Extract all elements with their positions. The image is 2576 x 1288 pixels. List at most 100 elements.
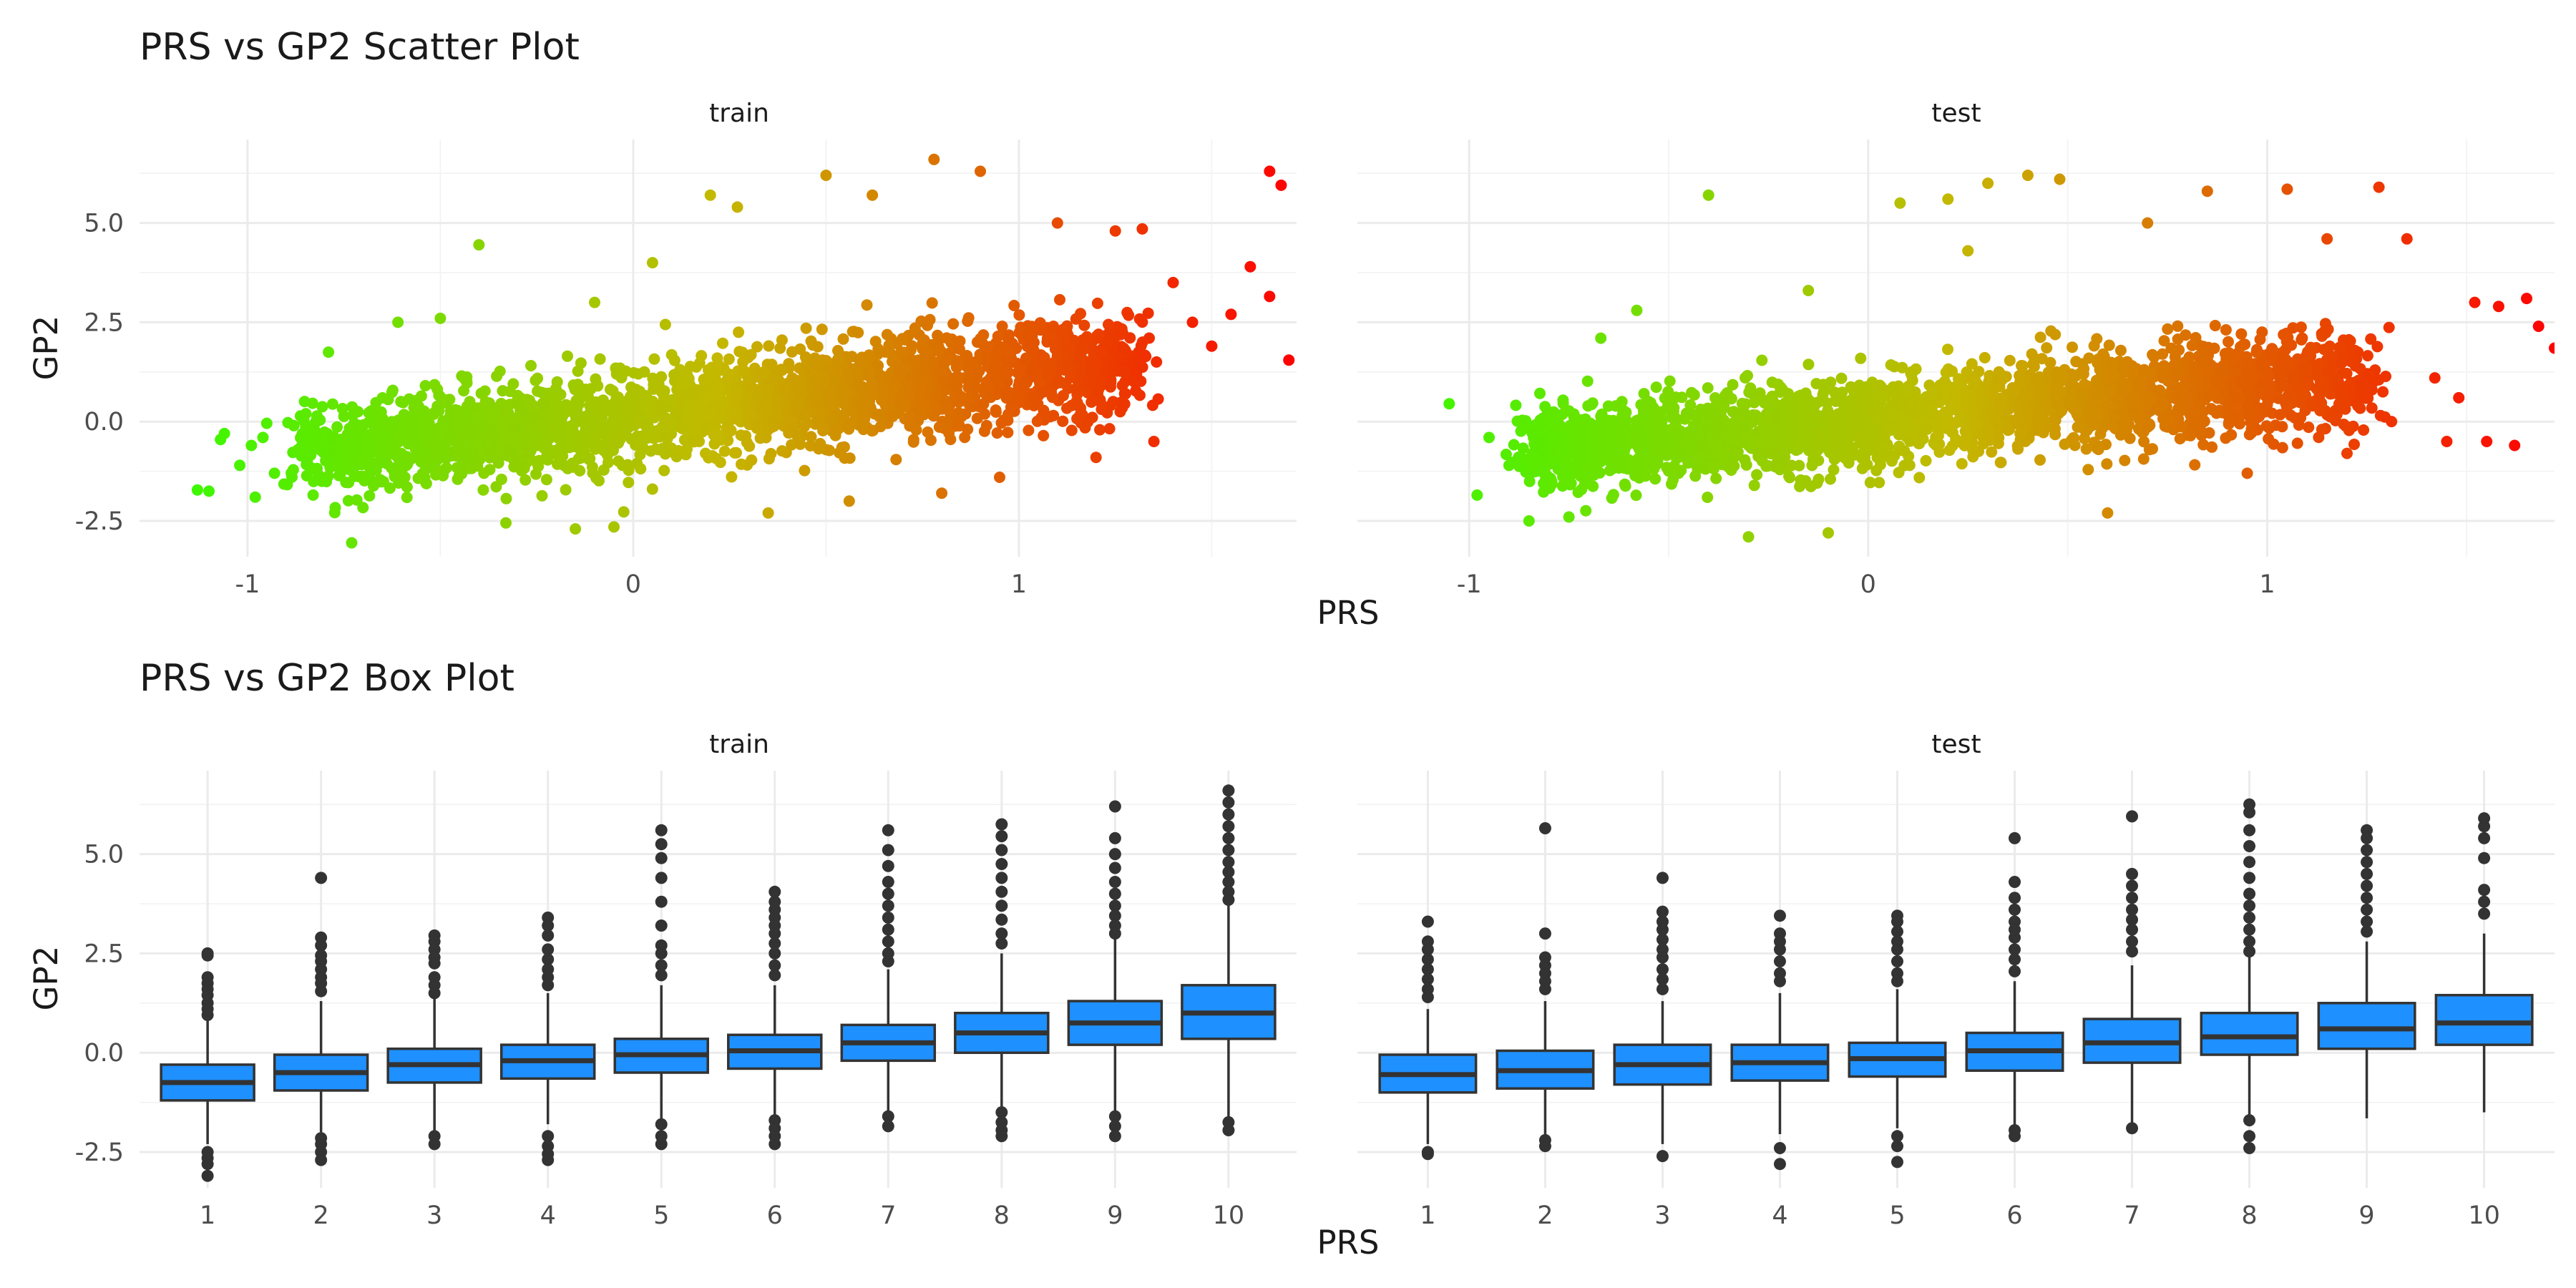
scatter-point	[434, 312, 447, 324]
scatter-point	[338, 410, 350, 422]
scatter-point	[936, 487, 948, 499]
scatter-point	[926, 297, 938, 309]
scatter-point	[542, 453, 554, 464]
scatter-point	[814, 401, 826, 413]
scatter-point	[587, 467, 599, 479]
scatter-strip-test: test	[1931, 99, 1981, 128]
box-title: PRS vs GP2 Box Plot	[140, 657, 514, 700]
scatter-point	[1023, 424, 1035, 436]
scatter-point	[881, 328, 893, 341]
scatter-point	[962, 374, 975, 386]
scatter-point	[961, 350, 973, 361]
scatter-point	[1151, 356, 1163, 368]
scatter-point	[2029, 352, 2041, 364]
scatter-point	[1115, 328, 1127, 341]
scatter-point	[1105, 381, 1116, 393]
scatter-point	[415, 390, 427, 402]
scatter-point	[329, 502, 341, 514]
scatter-point	[203, 485, 215, 497]
scatter-point	[857, 410, 869, 422]
scatter-point	[1065, 424, 1078, 436]
scatter-point	[350, 436, 362, 449]
scatter-point	[733, 346, 746, 358]
scatter-point	[579, 411, 591, 423]
scatter-point	[1770, 416, 1782, 429]
scatter-point	[323, 346, 335, 358]
scatter-point	[411, 404, 424, 416]
scatter-point	[1077, 343, 1089, 356]
scatter-point	[495, 473, 507, 485]
scatter-point	[2004, 354, 2016, 366]
scatter-point	[2340, 420, 2352, 432]
scatter-point	[218, 427, 230, 439]
scatter-point	[519, 432, 531, 444]
scatter-point	[813, 443, 825, 455]
scatter-point	[1546, 454, 1558, 467]
scatter-point	[1619, 480, 1631, 492]
scatter-point	[338, 443, 350, 455]
x-tick-label: 0	[1860, 570, 1876, 599]
scatter-point	[1745, 387, 1757, 399]
scatter-point	[479, 396, 492, 408]
scatter-point	[2067, 403, 2079, 415]
scatter-point	[2374, 409, 2386, 421]
scatter-point	[536, 430, 548, 442]
scatter-point	[915, 386, 927, 398]
scatter-point	[1688, 389, 1700, 401]
scatter-point	[650, 443, 662, 455]
scatter-point	[2293, 419, 2305, 431]
scatter-point	[701, 404, 713, 416]
scatter-point	[1002, 426, 1014, 439]
scatter-point	[2133, 423, 2145, 435]
scatter-point	[352, 406, 364, 418]
scatter-point	[2242, 400, 2254, 411]
scatter-point	[2245, 426, 2258, 439]
scatter-point	[535, 419, 547, 431]
scatter-point	[924, 313, 936, 326]
scatter-point	[954, 335, 966, 347]
scatter-point	[420, 477, 432, 489]
scatter-point	[2231, 403, 2243, 415]
scatter-point	[484, 464, 496, 476]
scatter-point	[1721, 387, 1733, 399]
scatter-point	[2165, 342, 2177, 354]
scatter-point	[940, 384, 952, 396]
scatter-point	[766, 358, 778, 371]
scatter-point	[2361, 350, 2373, 362]
scatter-point	[500, 517, 512, 529]
scatter-point	[1057, 390, 1069, 401]
scatter-point	[1546, 478, 1558, 490]
scatter-point	[1913, 472, 1926, 484]
scatter-point	[2303, 421, 2315, 434]
scatter-point	[852, 326, 864, 338]
scatter-point	[799, 464, 811, 477]
scatter-point	[2291, 437, 2303, 449]
scatter-point	[1028, 344, 1040, 356]
scatter-point	[689, 411, 701, 424]
scatter-point	[1124, 332, 1136, 344]
scatter-point	[458, 385, 470, 397]
scatter-point	[2183, 351, 2195, 363]
scatter-point	[359, 441, 371, 452]
scatter-point	[824, 444, 836, 457]
scatter-point	[634, 449, 646, 461]
scatter-point	[962, 359, 975, 371]
scatter-point	[326, 431, 338, 444]
scatter-point	[2103, 386, 2115, 398]
scatter-point	[684, 434, 696, 447]
scatter-point	[2311, 364, 2323, 376]
scatter-point	[1101, 336, 1113, 348]
box-x-axis-title: PRS	[1317, 1224, 1380, 1262]
scatter-point	[1979, 351, 1991, 364]
scatter-point	[1108, 360, 1121, 372]
scatter-point	[1034, 377, 1045, 389]
scatter-point	[895, 346, 907, 358]
scatter-y-axis-title: GP2	[27, 316, 65, 381]
scatter-point	[671, 409, 683, 421]
scatter-point	[2158, 335, 2170, 347]
scatter-point	[839, 386, 851, 398]
scatter-point	[2144, 379, 2156, 391]
scatter-point	[2101, 458, 2113, 470]
scatter-point	[1167, 276, 1179, 288]
scatter-point	[436, 438, 449, 450]
